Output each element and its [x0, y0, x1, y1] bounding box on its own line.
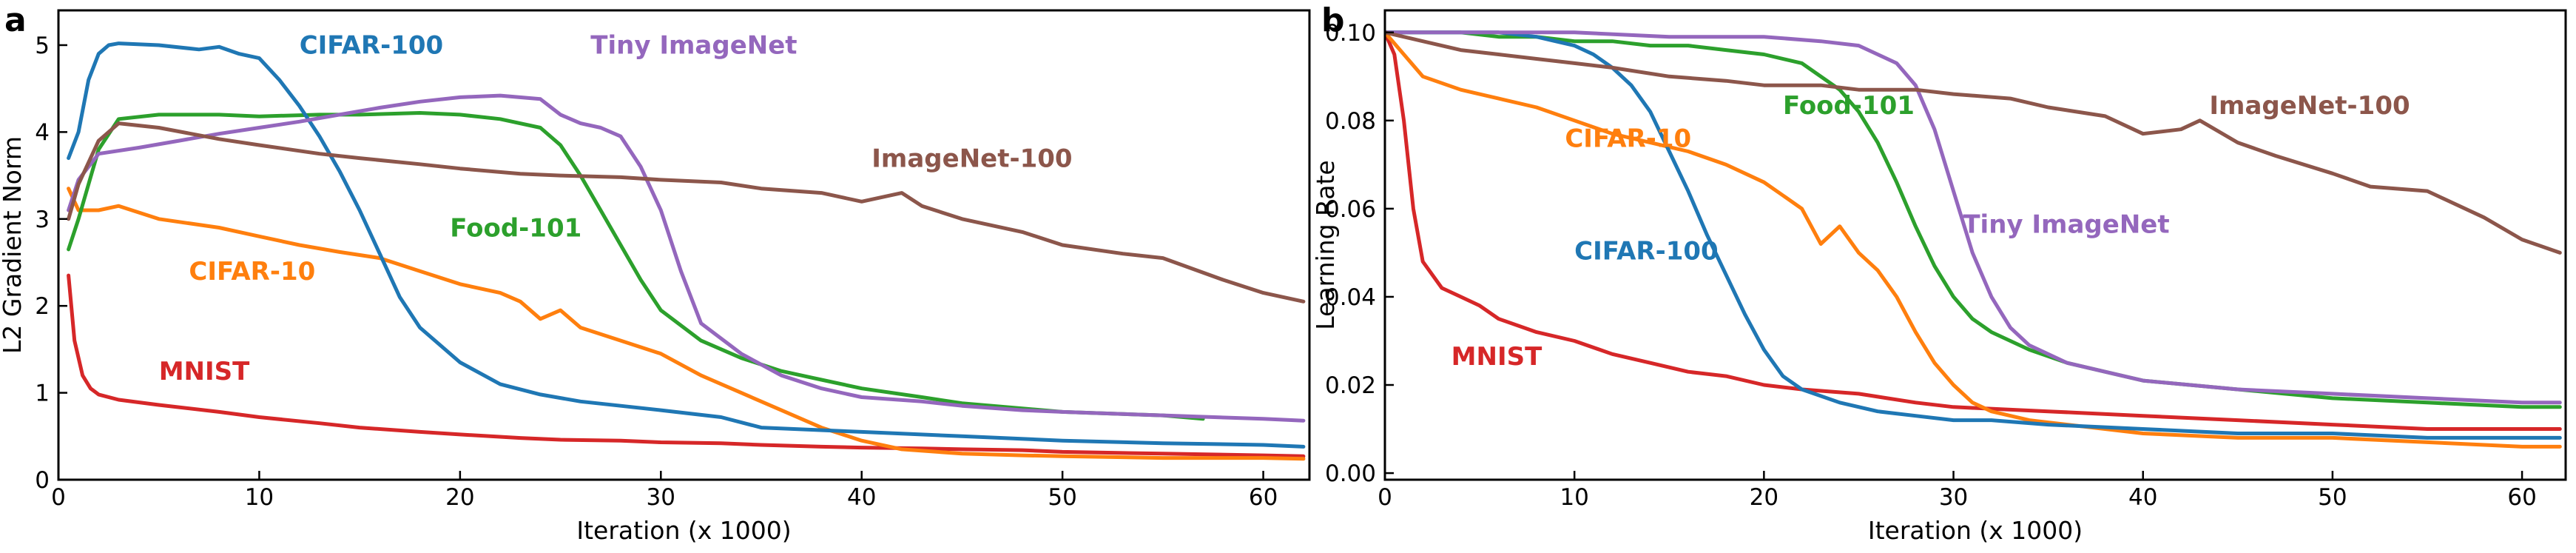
y-tick-label: 5 — [35, 33, 50, 59]
series-label-cifar-10: CIFAR-10 — [189, 257, 315, 286]
plot-frame — [1383, 9, 2567, 481]
x-tick-label: 10 — [245, 484, 274, 511]
series-lines — [1385, 30, 2562, 449]
x-tick-label: 60 — [1249, 484, 1278, 511]
y-axis-label: L2 Gradient Norm — [0, 136, 27, 354]
plot-frame — [57, 9, 1311, 481]
panel-letter: a — [4, 1, 27, 39]
series-label-cifar-100: CIFAR-100 — [300, 31, 444, 61]
series-line-mnist — [1385, 30, 2562, 431]
x-axis-label: Iteration (x 1000) — [1868, 516, 2083, 545]
x-tick-label: 30 — [647, 484, 675, 511]
series-line-food-101 — [67, 111, 1205, 421]
y-tick-label: 4 — [35, 119, 50, 146]
series-label-mnist: MNIST — [159, 357, 250, 386]
y-tick-label: 0.06 — [1325, 196, 1376, 223]
x-tick-label: 40 — [2128, 484, 2157, 511]
x-tick-label: 0 — [51, 484, 66, 511]
panel-letter: b — [1321, 1, 1345, 39]
y-tick-label: 0.10 — [1325, 20, 1376, 47]
series-line-imagenet-100 — [67, 121, 1306, 304]
panel-b-learning-rate: 0 10 20 30 40 50 60 0.00 0.02 0.04 0.06 0.08 0.10 Ite… — [1311, 1, 2567, 545]
x-tick-label: 20 — [1750, 484, 1778, 511]
series-label-mnist: MNIST — [1451, 342, 1542, 372]
series-lines — [67, 41, 1306, 461]
series-line-cifar-10 — [1385, 30, 2562, 449]
series-line-tiny-imagenet — [67, 93, 1306, 423]
y-tick-label: 2 — [35, 293, 50, 320]
series-line-cifar-100 — [67, 41, 1306, 449]
series-label-imagenet-100: ImageNet-100 — [871, 144, 1072, 173]
series-label-food-101: Food-101 — [1783, 91, 1915, 121]
y-tick-label: 0 — [35, 467, 50, 494]
x-tick-label: 30 — [1939, 484, 1968, 511]
x-tick-label: 50 — [1048, 484, 1076, 511]
series-label-cifar-100: CIFAR-100 — [1574, 236, 1719, 266]
x-axis-label: Iteration (x 1000) — [576, 516, 791, 545]
series-line-cifar-100 — [1385, 30, 2562, 440]
y-tick-label: 1 — [35, 381, 50, 407]
y-tick-label: 0.00 — [1325, 460, 1376, 487]
y-tick-label: 0.04 — [1325, 284, 1376, 311]
x-tick-label: 40 — [847, 484, 876, 511]
series-line-tiny-imagenet — [1385, 30, 2562, 405]
y-axis-label: Learning Rate — [1311, 160, 1340, 329]
series-label-tiny-imagenet: Tiny ImageNet — [1963, 210, 2169, 240]
series-label-imagenet-100: ImageNet-100 — [2209, 91, 2410, 121]
x-tick-label: 10 — [1560, 484, 1588, 511]
y-tick-label: 3 — [35, 207, 50, 233]
panel-a-loss-gradient-norm: 0 10 20 30 40 50 60 0 1 2 3 4 5 Iteration (x 1000) L2 … — [0, 1, 1311, 545]
series-label-cifar-10: CIFAR-10 — [1565, 124, 1691, 154]
y-tick-label: 0.08 — [1325, 108, 1376, 135]
y-tick-label: 0.02 — [1325, 372, 1376, 399]
x-tick-label: 50 — [2318, 484, 2347, 511]
x-tick-label: 0 — [1378, 484, 1392, 511]
series-label-tiny-imagenet: Tiny ImageNet — [590, 31, 797, 61]
series-line-mnist — [67, 273, 1306, 458]
series-line-cifar-10 — [67, 187, 1306, 461]
series-label-food-101: Food-101 — [450, 213, 581, 243]
x-tick-label: 60 — [2507, 484, 2536, 511]
series-line-imagenet-100 — [1385, 30, 2562, 255]
x-tick-label: 20 — [445, 484, 474, 511]
